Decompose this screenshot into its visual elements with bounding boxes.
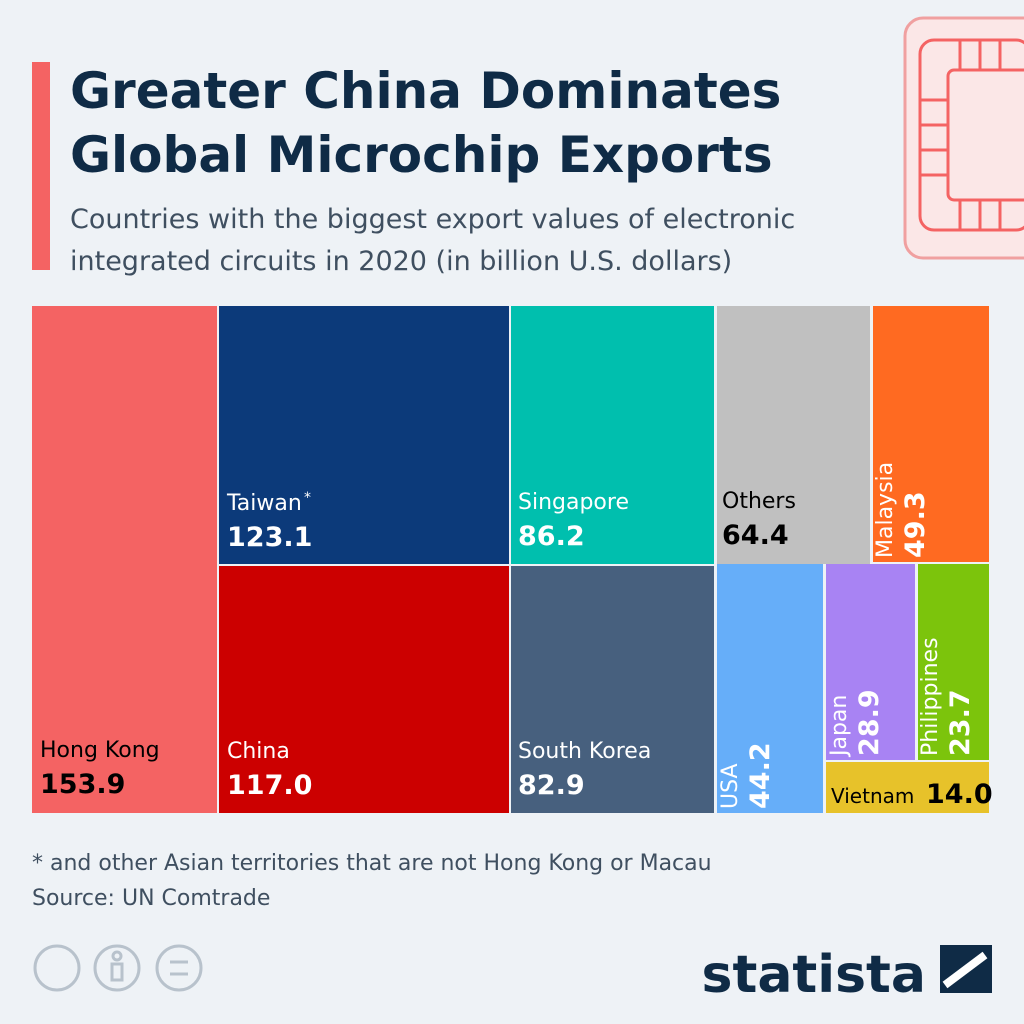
- footnote: * and other Asian territories that are n…: [32, 851, 712, 876]
- license-icons: [33, 944, 203, 992]
- value-label: 117.0: [227, 770, 312, 801]
- tile: [219, 566, 509, 813]
- category-label: Singapore: [518, 490, 629, 515]
- value-label: 82.9: [518, 770, 585, 801]
- subtitle-line: Countries with the biggest export values…: [70, 204, 795, 235]
- category-label: South Korea: [518, 739, 651, 764]
- treemap: Hong Kong 153.9 Taiwan 123.1 China 117.0 Singa…: [32, 306, 993, 813]
- category-label: Others: [722, 489, 796, 514]
- title-line: Greater China Dominates: [70, 62, 781, 120]
- category-label: Vietnam: [831, 784, 914, 808]
- value-label: 49.3: [900, 491, 931, 558]
- value-label: 64.4: [722, 520, 789, 551]
- chip-icon: [903, 16, 1024, 260]
- value-label: 123.1: [227, 522, 312, 553]
- tile: [826, 762, 989, 813]
- category-label: China: [227, 739, 290, 764]
- brand[interactable]: statista: [702, 945, 926, 1005]
- value-label: 44.2: [745, 742, 776, 809]
- value-label: 153.9: [40, 769, 125, 800]
- tile: [511, 306, 714, 564]
- value-label: 28.9: [854, 689, 885, 756]
- tile: [873, 306, 989, 562]
- category-label: Japan: [827, 695, 852, 758]
- category-label: Hong Kong: [40, 738, 160, 763]
- tile: [717, 306, 870, 564]
- tile: [511, 566, 714, 813]
- tile: [32, 306, 217, 813]
- tile: [219, 306, 509, 564]
- category-label: Malaysia: [873, 462, 898, 558]
- subtitle-line: integrated circuits in 2020 (in billion …: [70, 246, 732, 277]
- value-label: 86.2: [518, 521, 585, 552]
- accent-bar: [32, 62, 50, 270]
- value-label: 23.7: [945, 689, 976, 756]
- footnote-marker: *: [304, 490, 311, 506]
- category-label: Taiwan: [226, 491, 302, 516]
- brand-logo: [940, 945, 992, 993]
- category-label: USA: [718, 763, 743, 809]
- tile: [826, 564, 915, 760]
- tile: [717, 564, 823, 813]
- category-label: Philippines: [918, 637, 943, 756]
- tile: [918, 564, 989, 760]
- value-label: 14.0: [926, 779, 993, 810]
- source: Source: UN Comtrade: [32, 886, 270, 911]
- title-line: Global Microchip Exports: [70, 126, 773, 184]
